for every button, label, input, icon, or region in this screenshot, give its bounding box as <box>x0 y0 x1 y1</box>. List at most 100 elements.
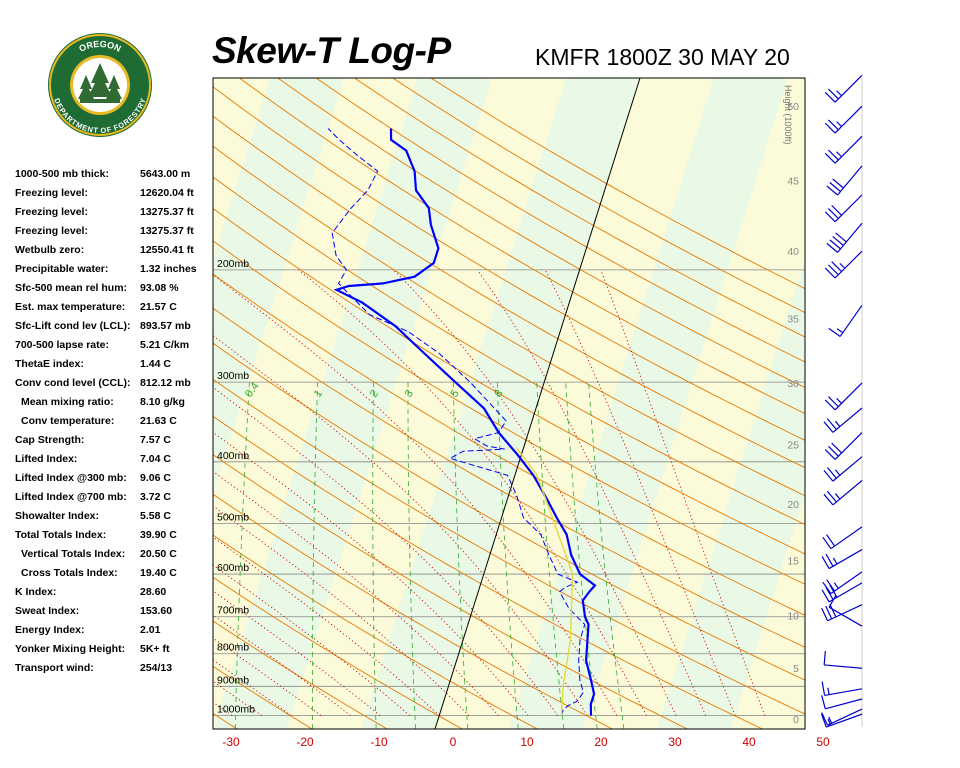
isotherm-band <box>0 78 196 729</box>
dry-adiabat <box>213 712 238 729</box>
index-row: Wetbulb zero: 12550.41 ft <box>15 244 220 263</box>
barb-staff <box>824 688 863 696</box>
dry-adiabat <box>213 620 388 729</box>
index-label: Cross Totals Index: <box>21 567 118 579</box>
x-tick-label: 20 <box>594 735 608 749</box>
index-label: Est. max temperature: <box>15 301 126 313</box>
index-row: K Index: 28.60 <box>15 586 220 605</box>
barb-feather <box>826 185 838 196</box>
index-value: 28.60 <box>140 586 167 598</box>
x-tick-label: 10 <box>520 735 534 749</box>
height-tick-label: 25 <box>787 440 799 452</box>
wind-barb <box>823 650 863 669</box>
index-row: Lifted Index @700 mb: 3.72 C <box>15 491 220 510</box>
wind-barb <box>823 407 863 433</box>
barb-feather <box>828 208 839 219</box>
pressure-label: 700mb <box>217 605 249 617</box>
x-tick-label: 0 <box>450 735 457 749</box>
wind-barb <box>822 571 863 595</box>
moist-adiabat <box>213 386 559 716</box>
index-value: 893.57 mb <box>140 320 191 332</box>
moist-adiabat <box>213 637 322 716</box>
barb-feather <box>821 589 830 603</box>
plot-area: 0.4 1 2 3 5 8 <box>0 78 805 729</box>
dry-adiabat <box>213 145 805 497</box>
barb-feather <box>834 493 841 500</box>
page-title: Skew-T Log-P <box>212 30 451 71</box>
wind-barb <box>824 135 863 164</box>
dry-adiabat <box>277 78 805 389</box>
barb-feather <box>828 149 839 161</box>
barb-feather <box>826 579 836 592</box>
moist-adiabat <box>213 614 351 716</box>
index-value: 19.40 C <box>140 567 177 579</box>
barb-staff <box>828 582 863 603</box>
wind-barb <box>824 194 863 223</box>
moist-adiabat <box>213 470 499 716</box>
moist-adiabat <box>213 335 588 716</box>
index-label: Showalter Index: <box>15 510 100 522</box>
moist-adiabat <box>0 455 143 716</box>
index-value: 1.44 C <box>140 358 171 370</box>
barb-feather <box>821 712 829 726</box>
barb-feather <box>824 91 836 103</box>
barb-feather <box>820 713 827 728</box>
index-value: 153.60 <box>140 605 173 617</box>
height-tick-label: 10 <box>787 610 799 622</box>
dry-adiabat <box>315 78 805 363</box>
pressure-label: 500mb <box>217 512 249 524</box>
barb-feather <box>833 582 839 589</box>
index-label: Mean mixing ratio: <box>21 396 114 408</box>
barb-feather <box>821 695 826 709</box>
index-label: 1000-500 mb thick: <box>15 168 109 180</box>
barb-feather <box>824 449 836 460</box>
index-label: Energy Index: <box>15 624 85 636</box>
barb-feather <box>823 493 834 506</box>
barb-feather <box>822 536 832 550</box>
index-value: 5.58 C <box>140 510 171 522</box>
barb-staff <box>834 250 863 279</box>
dewpoint-profile <box>327 128 586 716</box>
barb-feather <box>828 88 839 100</box>
barb-feather <box>823 470 834 482</box>
height-tick-label: 5 <box>793 663 799 675</box>
index-label: K Index: <box>15 586 57 598</box>
index-value: 39.90 C <box>140 529 177 541</box>
index-row: Yonker Mixing Height: 5K+ ft <box>15 643 220 662</box>
barb-feather <box>831 442 843 454</box>
tree-icon <box>78 63 122 103</box>
dry-adiabat <box>213 342 805 681</box>
barb-feather <box>826 534 836 547</box>
index-value: 9.06 C <box>140 472 171 484</box>
index-value: 1.32 inches <box>140 263 197 275</box>
index-label: Wetbulb zero: <box>15 244 85 256</box>
index-label: Precipitable water: <box>15 263 109 275</box>
x-tick-label: 30 <box>668 735 682 749</box>
barb-feather <box>828 119 839 131</box>
dry-adiabat <box>213 415 763 729</box>
dry-adiabat <box>213 378 805 715</box>
plot-frame <box>212 77 806 730</box>
barb-feather <box>828 327 841 337</box>
dry-adiabat <box>213 576 463 729</box>
index-value: 254/13 <box>140 662 173 674</box>
index-label: ThetaE index: <box>15 358 84 370</box>
moist-adiabat <box>600 269 766 716</box>
index-value: 7.57 C <box>140 434 171 446</box>
index-value: 8.10 g/kg <box>140 396 185 408</box>
barb-feather <box>832 557 838 565</box>
index-label: Sfc-Lift cond lev (LCL): <box>15 320 131 332</box>
barb-feather <box>836 328 844 334</box>
height-tick-label: 15 <box>787 556 799 568</box>
barb-staff <box>837 222 863 253</box>
barb-feather <box>826 242 838 253</box>
barb-staff <box>832 456 863 482</box>
pressure-label: 600mb <box>217 562 249 574</box>
barb-feather <box>836 151 843 158</box>
barb-feather <box>824 152 836 164</box>
barb-staff <box>827 604 863 622</box>
moist-adiabat <box>213 701 233 716</box>
barb-feather <box>824 399 836 411</box>
index-row: 1000-500 mb thick: 5643.00 m <box>15 168 220 187</box>
barb-staff <box>834 74 863 103</box>
